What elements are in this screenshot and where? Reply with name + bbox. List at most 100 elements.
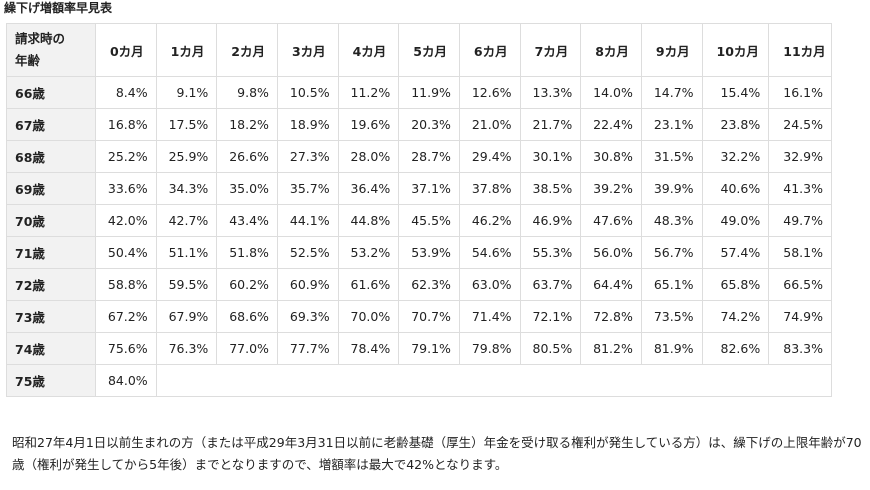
- rate-cell: 12.6%: [458, 76, 521, 109]
- rate-cell: 74.2%: [701, 300, 770, 333]
- rate-cell: 56.0%: [580, 236, 642, 269]
- table-row: 70歳 42.0% 42.7% 43.4% 44.1% 44.8% 45.5% 46.2% 46…: [6, 204, 832, 237]
- table-body: 66歳 8.4% 9.1% 9.8% 10.5% 11.2% 11.9% 12.6% 13.3%…: [6, 76, 833, 397]
- rate-cell: 43.4%: [216, 204, 278, 237]
- rate-cell: 49.7%: [768, 204, 832, 237]
- corner-header-line2: 年齢: [15, 53, 41, 68]
- rate-cell: 22.4%: [580, 108, 642, 141]
- rate-cell: 51.1%: [155, 236, 218, 269]
- rate-cell: 73.5%: [640, 300, 703, 333]
- rate-cell: 16.1%: [768, 76, 832, 109]
- month-header: 6カ月: [458, 23, 521, 77]
- rate-cell: 71.4%: [458, 300, 521, 333]
- rate-cell: 42.7%: [155, 204, 218, 237]
- rate-cell: 70.7%: [398, 300, 460, 333]
- rate-cell: 67.9%: [155, 300, 218, 333]
- rate-cell: 75.6%: [94, 332, 157, 365]
- rate-cell: 51.8%: [216, 236, 278, 269]
- month-header: 8カ月: [580, 23, 642, 77]
- rate-cell: 11.2%: [337, 76, 400, 109]
- rate-cell: 84.0%: [94, 364, 157, 397]
- rate-cell: 25.2%: [94, 140, 157, 173]
- rate-cell: 17.5%: [155, 108, 218, 141]
- rate-cell: 65.1%: [640, 268, 703, 301]
- rate-cell: 77.0%: [216, 332, 278, 365]
- table-row: 71歳 50.4% 51.1% 51.8% 52.5% 53.2% 53.9% 54.6% 55…: [6, 236, 832, 269]
- rate-cell: 77.7%: [276, 332, 339, 365]
- rate-cell: 61.6%: [337, 268, 400, 301]
- month-header: 7カ月: [519, 23, 582, 77]
- header-row: 請求時の 年齢 0カ月 1カ月 2カ月 3カ月 4カ月 5カ月 6カ月 7カ月 8カ月 9カ月 10…: [6, 23, 832, 77]
- rate-cell: 42.0%: [94, 204, 157, 237]
- rate-cell: 9.1%: [155, 76, 218, 109]
- rate-cell: 24.5%: [768, 108, 832, 141]
- rate-cell: 50.4%: [94, 236, 157, 269]
- age-label: 73歳: [6, 300, 96, 333]
- rate-cell: 40.6%: [701, 172, 770, 205]
- rate-cell: 31.5%: [640, 140, 703, 173]
- corner-header-line1: 請求時の: [15, 31, 66, 46]
- rate-cell: 44.8%: [337, 204, 400, 237]
- table-row: 66歳 8.4% 9.1% 9.8% 10.5% 11.2% 11.9% 12.6% 13.3%…: [6, 76, 832, 109]
- footnote: 昭和27年4月1日以前生まれの方（または平成29年3月31日以前に老齢基礎（厚生…: [12, 435, 862, 472]
- rate-cell: 36.4%: [337, 172, 400, 205]
- rate-cell: 74.9%: [768, 300, 832, 333]
- rate-cell: 26.6%: [216, 140, 278, 173]
- rate-cell: 39.9%: [640, 172, 703, 205]
- rate-cell: 13.3%: [519, 76, 582, 109]
- rate-cell: 28.0%: [337, 140, 400, 173]
- page-title: 繰下げ増額率早見表: [4, 1, 113, 15]
- rate-cell: 10.5%: [276, 76, 339, 109]
- month-header: 2カ月: [216, 23, 278, 77]
- rate-cell: 38.5%: [519, 172, 582, 205]
- rate-cell: 83.3%: [768, 332, 832, 365]
- rate-cell: 64.4%: [580, 268, 642, 301]
- age-label: 75歳: [6, 364, 96, 397]
- rate-cell: 28.7%: [398, 140, 460, 173]
- rate-cell: 23.1%: [640, 108, 703, 141]
- rate-cell: 9.8%: [216, 76, 278, 109]
- rate-cell: 37.1%: [398, 172, 460, 205]
- rate-cell: 59.5%: [155, 268, 218, 301]
- rate-cell: 39.2%: [580, 172, 642, 205]
- rate-cell: 37.8%: [458, 172, 521, 205]
- rate-cell: 60.9%: [276, 268, 339, 301]
- rate-cell: 30.1%: [519, 140, 582, 173]
- rate-cell: 46.2%: [458, 204, 521, 237]
- rate-cell: 76.3%: [155, 332, 218, 365]
- rate-cell: 29.4%: [458, 140, 521, 173]
- rate-cell: 27.3%: [276, 140, 339, 173]
- rate-cell: 45.5%: [398, 204, 460, 237]
- age-label: 74歳: [6, 332, 96, 365]
- rate-cell: 79.1%: [398, 332, 460, 365]
- rate-cell: 14.0%: [580, 76, 642, 109]
- rate-cell: 46.9%: [519, 204, 582, 237]
- rate-cell: 63.0%: [458, 268, 521, 301]
- rate-cell: 58.8%: [94, 268, 157, 301]
- rate-cell: 81.9%: [640, 332, 703, 365]
- rate-cell: 20.3%: [398, 108, 460, 141]
- table-row: 68歳 25.2% 25.9% 26.6% 27.3% 28.0% 28.7% 29.4% 30…: [6, 140, 832, 173]
- rate-cell: 35.7%: [276, 172, 339, 205]
- rate-cell: 34.3%: [155, 172, 218, 205]
- rate-cell: 25.9%: [155, 140, 218, 173]
- rate-cell: 44.1%: [276, 204, 339, 237]
- age-label: 72歳: [6, 268, 96, 301]
- month-header: 9カ月: [640, 23, 703, 77]
- rate-cell: 53.2%: [337, 236, 400, 269]
- rate-cell: 19.6%: [337, 108, 400, 141]
- rate-cell: 79.8%: [458, 332, 521, 365]
- rate-cell: 69.3%: [276, 300, 339, 333]
- rate-cell: 60.2%: [216, 268, 278, 301]
- rate-cell: 18.9%: [276, 108, 339, 141]
- table-row: 75歳 84.0%: [6, 364, 833, 397]
- rate-cell: 52.5%: [276, 236, 339, 269]
- rate-cell: 48.3%: [640, 204, 703, 237]
- month-header: 10カ月: [701, 23, 770, 77]
- rate-cell: 32.9%: [768, 140, 832, 173]
- rate-cell: 21.0%: [458, 108, 521, 141]
- rate-cell: 57.4%: [701, 236, 770, 269]
- rate-cell: 32.2%: [701, 140, 770, 173]
- rate-cell: 70.0%: [337, 300, 400, 333]
- table-row: 69歳 33.6% 34.3% 35.0% 35.7% 36.4% 37.1% 37.8% 38…: [6, 172, 832, 205]
